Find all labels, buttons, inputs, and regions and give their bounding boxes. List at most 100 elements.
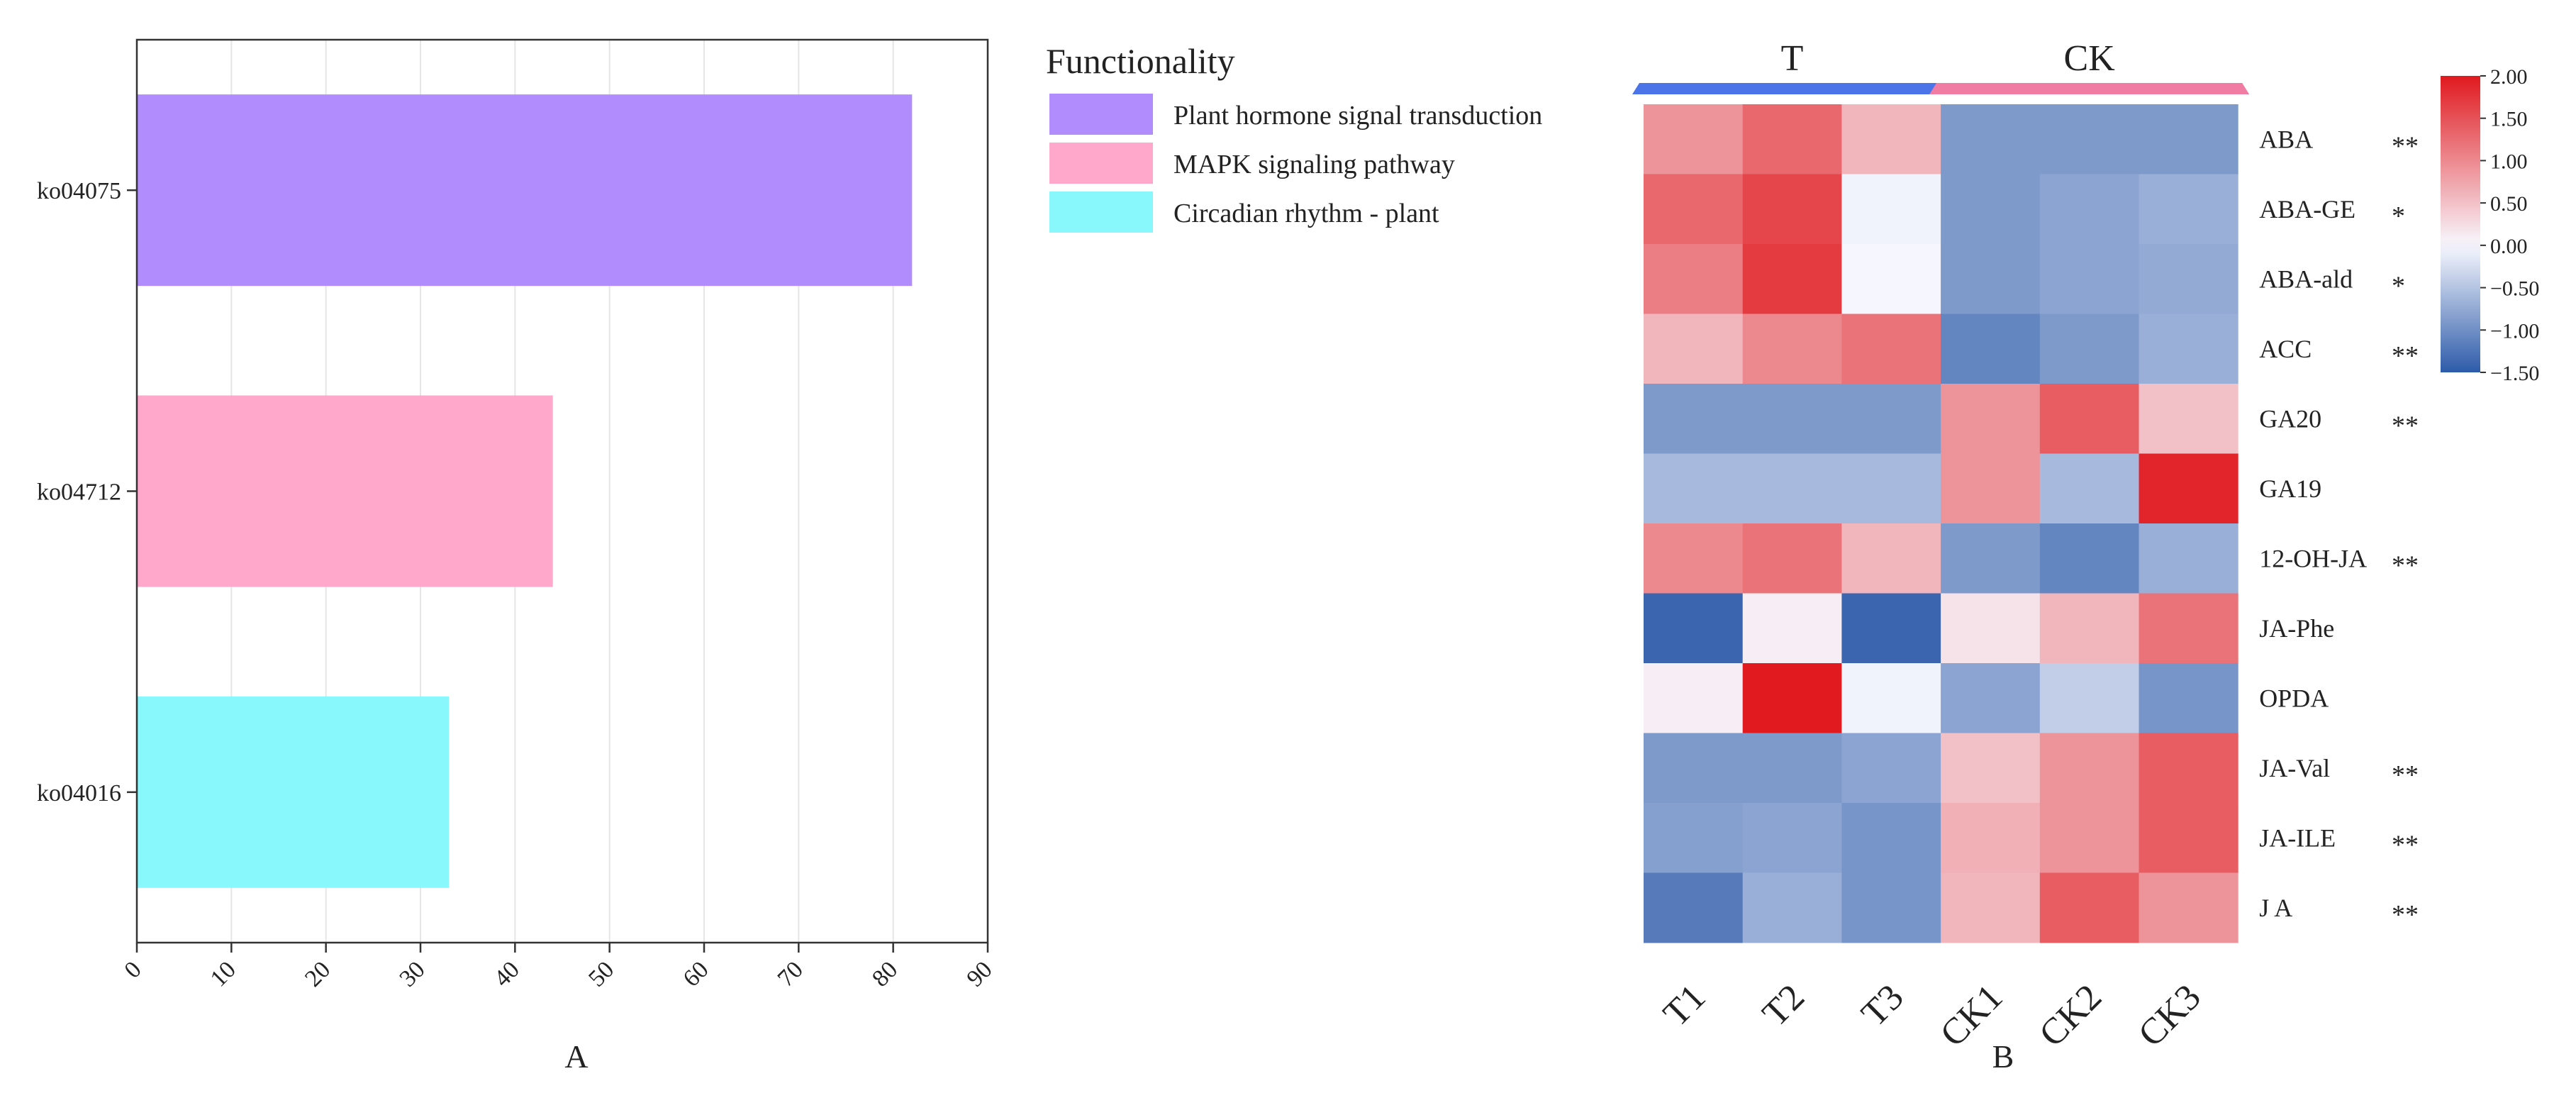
- row-label: ABA-ald: [2259, 265, 2353, 293]
- column-label: T2: [1755, 977, 1812, 1034]
- heatmap-group-bars: T CK: [1632, 38, 2250, 94]
- x-tick-label: 30: [394, 956, 430, 992]
- group-bar-CK: [1929, 83, 2250, 94]
- bar-ko04712: [137, 395, 553, 587]
- row-label: JA-ILE: [2259, 823, 2336, 852]
- row-label: JA-Phe: [2259, 614, 2334, 643]
- heatmap-cell: [1941, 244, 2041, 314]
- significance-mark: **: [2392, 900, 2419, 930]
- legend-swatch: [1049, 94, 1153, 135]
- heatmap-cell: [2039, 803, 2139, 873]
- heatmap-significance-marks: ****************: [2392, 131, 2419, 930]
- row-label: OPDA: [2259, 684, 2329, 712]
- heatmap-cell: [1742, 733, 1842, 804]
- bar-chart-bars: [137, 94, 913, 888]
- heatmap-cell: [1841, 244, 1941, 314]
- heatmap-cell: [1941, 872, 2041, 943]
- heatmap-cell: [2039, 104, 2139, 174]
- heatmap-cell: [1742, 523, 1842, 594]
- panel-label-a: A: [564, 1038, 588, 1075]
- heatmap-cell: [1841, 314, 1941, 384]
- heatmap-cell: [1941, 314, 2041, 384]
- significance-mark: *: [2392, 201, 2405, 231]
- bar-chart-x-ticks: 0 10 20 30 40 50 60 70 80 90: [119, 943, 998, 992]
- heatmap-cell: [2139, 314, 2238, 384]
- row-label: ABA: [2259, 125, 2313, 153]
- heatmap-cell: [1941, 803, 2041, 873]
- y-tick-label: ko04075: [37, 178, 121, 204]
- heatmap-cell: [1841, 872, 1941, 943]
- row-label: J A: [2259, 894, 2292, 922]
- heatmap-cell: [1742, 803, 1842, 873]
- heatmap-cell: [1941, 593, 2041, 664]
- heatmap-cell: [1644, 174, 1744, 245]
- row-label: JA-Val: [2259, 754, 2330, 782]
- x-tick-label: 10: [206, 956, 241, 992]
- x-tick-label: 50: [584, 956, 619, 992]
- group-label-T: T: [1781, 38, 1804, 79]
- heatmap-cell: [1644, 314, 1744, 384]
- heatmap-cell: [1841, 104, 1941, 174]
- colorbar-tick-label: 0.00: [2490, 235, 2528, 258]
- heatmap-cell: [1742, 244, 1842, 314]
- legend-label: Circadian rhythm - plant: [1173, 199, 1439, 228]
- heatmap-cell: [1742, 872, 1842, 943]
- heatmap-cell: [1742, 453, 1842, 524]
- heatmap-row-labels: ABA ABA-GE ABA-ald ACC GA20 GA19 12-OH-JA JA-Ph…: [2259, 125, 2367, 922]
- heatmap-cell: [2139, 523, 2238, 594]
- y-tick-label: ko04712: [37, 479, 121, 506]
- heatmap-cell: [1941, 523, 2041, 594]
- heatmap-cell: [1742, 663, 1842, 733]
- heatmap-cell: [1644, 872, 1744, 943]
- heatmap-cell: [2139, 453, 2238, 524]
- significance-mark: **: [2392, 411, 2419, 440]
- heatmap-cell: [1644, 104, 1744, 174]
- legend-title: Functionality: [1046, 41, 1235, 81]
- heatmap-cell: [2039, 663, 2139, 733]
- heatmap-cell: [1742, 104, 1842, 174]
- heatmap-cell: [2139, 104, 2238, 174]
- row-label: 12-OH-JA: [2259, 544, 2367, 572]
- heatmap-cell: [2039, 314, 2139, 384]
- heatmap-cell: [2139, 803, 2238, 873]
- x-tick-label: 20: [300, 956, 335, 992]
- x-tick-label: 40: [489, 956, 525, 992]
- heatmap-cell: [2039, 244, 2139, 314]
- heatmap-cell: [1841, 733, 1941, 804]
- significance-mark: **: [2392, 550, 2419, 580]
- legend-label: Plant hormone signal transduction: [1173, 101, 1542, 131]
- colorbar-tick-label: 0.50: [2490, 192, 2528, 216]
- heatmap-cell: [1644, 453, 1744, 524]
- heatmap-cell: [2039, 733, 2139, 804]
- x-tick-label: 70: [773, 956, 808, 992]
- heatmap-cell: [1841, 593, 1941, 664]
- bar-ko04016: [137, 696, 449, 888]
- heatmap-cell: [1644, 384, 1744, 454]
- heatmap-cell: [2039, 174, 2139, 245]
- heatmap-cell: [1941, 663, 2041, 733]
- colorbar-tick-label: −0.50: [2490, 277, 2539, 301]
- heatmap-cell: [2139, 733, 2238, 804]
- bar-chart-panel: ko04075 ko04712 ko04016 0 10 20 30 40 50 60 70 80 9…: [37, 38, 998, 1075]
- legend-swatch: [1049, 192, 1153, 233]
- heatmap-cell: [2139, 663, 2238, 733]
- heatmap-cell: [1941, 733, 2041, 804]
- heatmap-cell: [1841, 384, 1941, 454]
- heatmap-cell: [1644, 733, 1744, 804]
- x-tick-label: 80: [867, 956, 903, 992]
- column-label: CK3: [2131, 977, 2209, 1055]
- colorbar-tick-label: −1.50: [2490, 362, 2539, 385]
- colorbar-tick-label: 1.00: [2490, 150, 2528, 173]
- column-label: CK2: [2031, 977, 2109, 1055]
- heatmap-cell: [1644, 593, 1744, 664]
- x-tick-label: 0: [119, 956, 146, 983]
- heatmap-cell: [1941, 174, 2041, 245]
- bar-ko04075: [137, 94, 913, 287]
- heatmap-cell: [2139, 593, 2238, 664]
- heatmap-cells: [1644, 104, 2238, 943]
- group-label-CK: CK: [2064, 38, 2116, 79]
- colorbar-tick-label: 2.00: [2490, 65, 2528, 89]
- colorbar-tick-label: −1.00: [2490, 319, 2539, 343]
- x-tick-label: 90: [961, 956, 997, 992]
